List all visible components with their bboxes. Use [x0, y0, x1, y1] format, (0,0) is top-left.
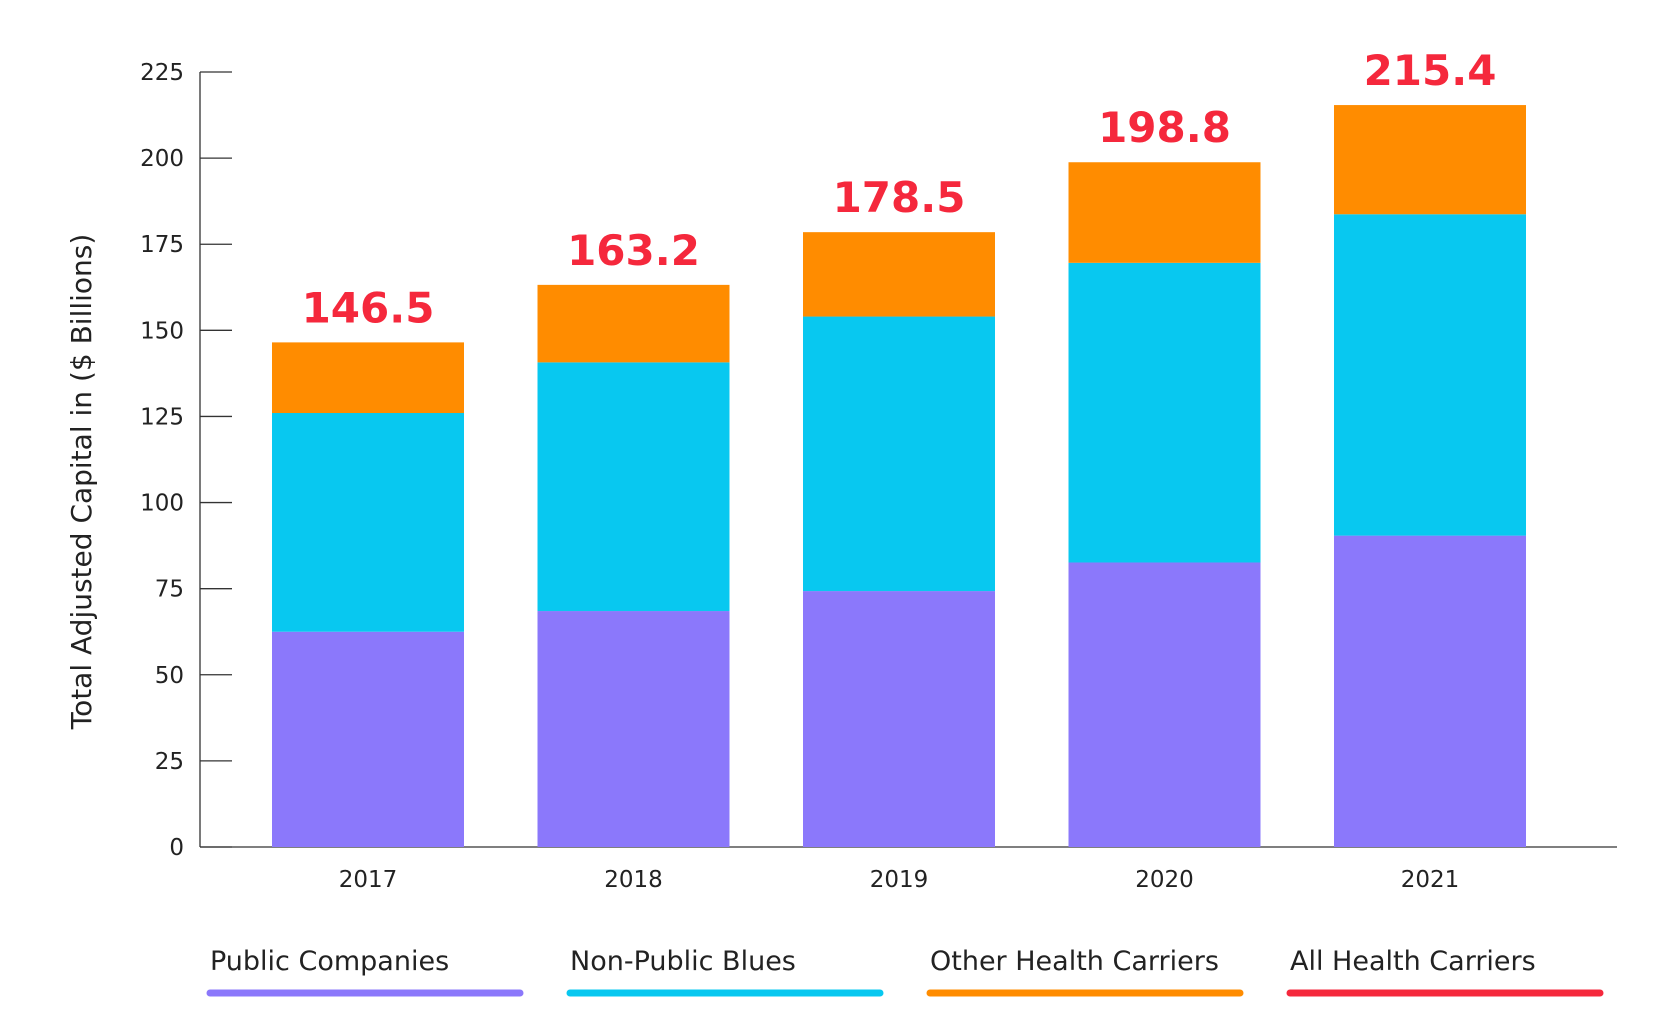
- y-tick-label: 75: [155, 577, 184, 603]
- bar-public-companies-2021: [1334, 535, 1526, 847]
- y-tick-label: 200: [140, 146, 184, 172]
- bars: [272, 105, 1526, 847]
- legend-label: Other Health Carriers: [930, 946, 1219, 977]
- bar-other-health-carriers-2018: [537, 284, 730, 363]
- axes: 0 25 50 75 100 125 150 175 200 225 Total Adjusted …: [65, 60, 1617, 893]
- bar-public-companies-2019: [803, 591, 995, 847]
- bar-non-public-blues-2021: [1334, 214, 1526, 536]
- y-tick-label: 150: [140, 318, 184, 344]
- bar-non-public-blues-2020: [1068, 262, 1261, 563]
- total-label-2017: 146.5: [302, 283, 435, 332]
- x-tick-label: 2020: [1135, 867, 1194, 893]
- total-label-2021: 215.4: [1364, 46, 1497, 95]
- legend: Public Companies Non-Public Blues Other He…: [206, 946, 1604, 997]
- x-tick-label: 2019: [870, 867, 929, 893]
- bar-non-public-blues-2017: [272, 413, 464, 632]
- total-label-2019: 178.5: [833, 173, 966, 222]
- legend-label: All Health Carriers: [1290, 946, 1536, 977]
- y-tick-label: 25: [155, 749, 184, 775]
- y-tick-label: 0: [169, 835, 184, 861]
- bar-other-health-carriers-2017: [272, 342, 464, 413]
- x-tick-label: 2021: [1401, 867, 1460, 893]
- bar-other-health-carriers-2020: [1068, 162, 1261, 263]
- x-tick-label: 2018: [604, 867, 663, 893]
- x-tick-label: 2017: [339, 867, 398, 893]
- legend-label: Public Companies: [210, 946, 449, 977]
- total-label-2020: 198.8: [1098, 103, 1231, 152]
- bar-non-public-blues-2018: [537, 362, 730, 612]
- bar-public-companies-2018: [537, 611, 730, 847]
- bar-public-companies-2017: [272, 631, 464, 847]
- y-tick-label: 225: [140, 60, 184, 86]
- y-tick-label: 50: [155, 663, 184, 689]
- total-label-2018: 163.2: [567, 226, 700, 275]
- bar-other-health-carriers-2019: [803, 232, 995, 317]
- y-tick-label: 175: [140, 232, 184, 258]
- bar-other-health-carriers-2021: [1334, 105, 1526, 215]
- bar-non-public-blues-2019: [803, 316, 995, 592]
- bar-public-companies-2020: [1068, 562, 1261, 847]
- total-labels: 146.5 163.2 178.5 198.8 215.4: [302, 46, 1497, 332]
- legend-label: Non-Public Blues: [570, 946, 796, 977]
- y-tick-label: 125: [140, 404, 184, 430]
- y-axis-label: Total Adjusted Capital in ($ Billions): [65, 234, 98, 731]
- y-tick-label: 100: [140, 491, 184, 517]
